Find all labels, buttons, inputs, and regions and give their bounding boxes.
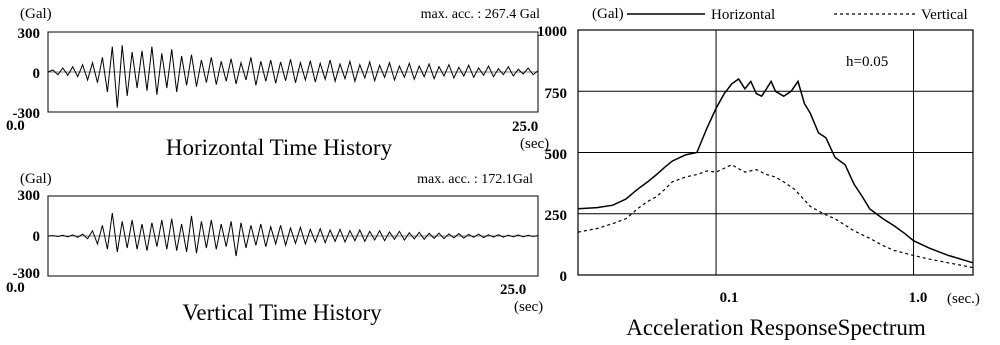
- vertical-chart-title: Vertical Time History: [182, 300, 382, 325]
- spectrum-y-tick-250: 250: [545, 208, 568, 224]
- spectrum-grid: [578, 30, 973, 275]
- vertical-y-tick-top: 300: [18, 188, 41, 204]
- horizontal-x-tick-start: 0.0: [6, 118, 25, 134]
- vertical-acceleration-trace: [47, 213, 539, 257]
- vertical-y-tick-mid: 0: [33, 229, 41, 245]
- spectrum-x-tick-0-1: 0.1: [720, 290, 739, 306]
- spectrum-y-tick-0: 0: [560, 269, 568, 285]
- horizontal-spectrum-line: [577, 77, 974, 264]
- vertical-x-tick-end: 25.0: [500, 282, 526, 298]
- spectrum-x-tick-1-0: 1.0: [909, 290, 928, 306]
- spectrum-y-tick-750: 750: [545, 86, 568, 102]
- response-spectrum-panel: (Gal) Horizontal Vertical h=0.05 1000 75…: [537, 6, 980, 340]
- spectrum-y-tick-500: 500: [545, 147, 568, 163]
- spectrum-x-unit: (sec.): [947, 291, 980, 307]
- legend-horizontal-label: Horizontal: [711, 7, 775, 23]
- spectrum-damping-annotation: h=0.05: [846, 54, 888, 70]
- spectrum-y-unit: (Gal): [592, 6, 624, 22]
- horizontal-y-tick-top: 300: [18, 26, 41, 42]
- vertical-x-unit: (sec): [514, 299, 543, 315]
- horizontal-max-acc-annotation: max. acc. : 267.4 Gal: [421, 7, 540, 22]
- vertical-spectrum-line: [577, 164, 974, 269]
- vertical-time-history-panel: (Gal) max. acc. : 172.1Gal 300 0 -300 0.…: [6, 171, 543, 325]
- spectrum-chart-title: Acceleration ResponseSpectrum: [626, 315, 926, 340]
- vertical-x-tick-start: 0.0: [6, 280, 25, 296]
- horizontal-y-unit: (Gal): [20, 6, 52, 22]
- vertical-y-tick-bottom: -300: [13, 266, 41, 282]
- vertical-y-unit: (Gal): [20, 171, 52, 187]
- legend-vertical-label: Vertical: [921, 7, 968, 23]
- horizontal-time-history-panel: (Gal) max. acc. : 267.4 Gal 300 0 -300 0…: [6, 6, 549, 160]
- horizontal-x-tick-end: 25.0: [512, 119, 538, 135]
- spectrum-plot-frame: [577, 29, 974, 276]
- horizontal-acceleration-trace: [47, 45, 539, 108]
- horizontal-y-tick-mid: 0: [33, 66, 41, 82]
- horizontal-chart-title: Horizontal Time History: [166, 135, 393, 160]
- horizontal-y-tick-bottom: -300: [13, 106, 41, 122]
- vertical-max-acc-annotation: max. acc. : 172.1Gal: [417, 172, 533, 187]
- horizontal-x-unit: (sec): [520, 136, 549, 152]
- spectrum-y-tick-1000: 1000: [537, 24, 567, 40]
